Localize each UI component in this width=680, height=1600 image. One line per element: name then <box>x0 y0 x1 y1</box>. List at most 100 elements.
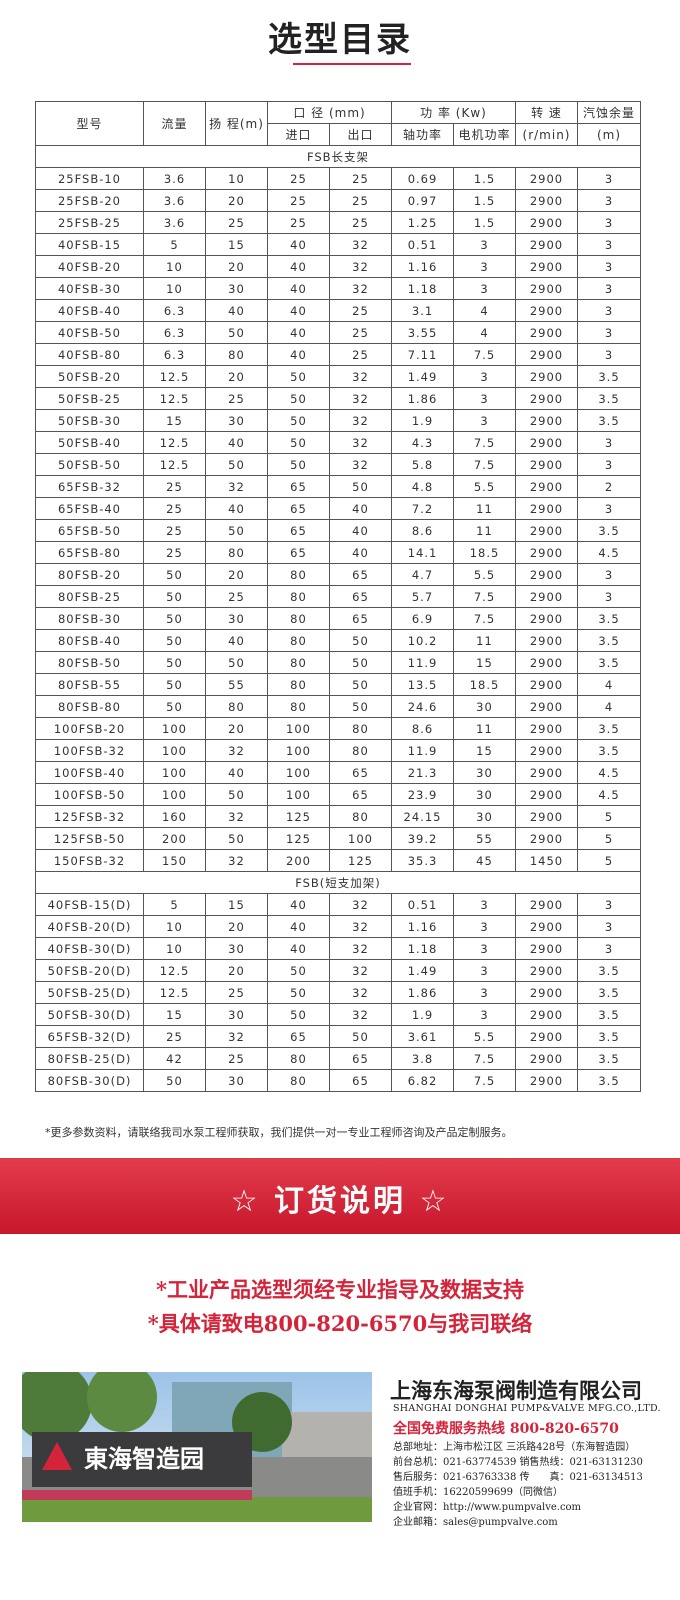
table-cell: 3 <box>453 1003 516 1026</box>
table-cell: 3 <box>453 959 516 982</box>
table-cell: 32 <box>329 277 392 300</box>
table-cell: 65 <box>267 1025 330 1048</box>
table-cell: 2900 <box>515 431 578 454</box>
table-row: 100FSB-20 100 20 100 80 8.6 11 2900 3.5 <box>35 717 641 740</box>
table-cell: 40 <box>267 321 330 344</box>
table-cell: 32 <box>205 475 268 498</box>
table-cell: 50 <box>205 651 268 674</box>
table-cell: 3 <box>453 233 516 256</box>
table-cell: 65FSB-50 <box>35 519 144 542</box>
table-cell: 5.5 <box>453 475 516 498</box>
table-cell: 15 <box>453 651 516 674</box>
table-cell: 100FSB-32 <box>35 739 144 762</box>
table-cell: 35.3 <box>391 849 454 872</box>
table-cell: 1.49 <box>391 365 454 388</box>
table-cell: 32 <box>329 959 392 982</box>
section-label: FSB(短支加架) <box>35 871 641 894</box>
header-cell: 出口 <box>329 123 392 146</box>
table-cell: 32 <box>329 255 392 278</box>
table-row: 80FSB-25 50 25 80 65 5.7 7.5 2900 3 <box>35 585 641 608</box>
section-label: FSB长支架 <box>35 145 641 168</box>
table-cell: 12.5 <box>143 981 206 1004</box>
table-row: 125FSB-32 160 32 125 80 24.15 30 2900 5 <box>35 805 641 828</box>
table-cell: 25 <box>143 497 206 520</box>
table-cell: 7.5 <box>453 607 516 630</box>
table-cell: 7.5 <box>453 453 516 476</box>
table-cell: 50 <box>267 981 330 1004</box>
table-cell: 2900 <box>515 475 578 498</box>
table-cell: 3 <box>453 277 516 300</box>
table-cell: 2900 <box>515 453 578 476</box>
table-cell: 25 <box>329 167 392 190</box>
table-cell: 50 <box>143 629 206 652</box>
company-contact: 值班手机：16220599699（同微信） <box>393 1487 563 1498</box>
table-row: 40FSB-15 5 15 40 32 0.51 3 2900 3 <box>35 233 641 256</box>
table-row: 50FSB-40 12.5 40 50 32 4.3 7.5 2900 3 <box>35 431 641 454</box>
table-cell: 40FSB-20 <box>35 255 144 278</box>
table-cell: 80FSB-55 <box>35 673 144 696</box>
table-cell: 50 <box>329 1025 392 1048</box>
table-cell: 5 <box>143 233 206 256</box>
table-row: 50FSB-25 12.5 25 50 32 1.86 3 2900 3.5 <box>35 387 641 410</box>
table-cell: 50 <box>329 695 392 718</box>
table-cell: 150FSB-32 <box>35 849 144 872</box>
table-cell: 2900 <box>515 255 578 278</box>
table-cell: 40 <box>329 497 392 520</box>
table-cell: 2900 <box>515 607 578 630</box>
table-row: 80FSB-30(D) 50 30 80 65 6.82 7.5 2900 3.5 <box>35 1069 641 1092</box>
table-cell: 25 <box>329 343 392 366</box>
table-cell: 2900 <box>515 387 578 410</box>
table-cell: 65 <box>329 585 392 608</box>
table-cell: 80 <box>205 695 268 718</box>
table-cell: 65 <box>267 497 330 520</box>
table-cell: 2900 <box>515 299 578 322</box>
table-cell: 2900 <box>515 541 578 564</box>
table-cell: 50 <box>205 827 268 850</box>
table-cell: 100 <box>143 783 206 806</box>
table-cell: 100 <box>143 739 206 762</box>
table-cell: 10 <box>205 167 268 190</box>
table-cell: 15 <box>205 233 268 256</box>
table-cell: 3.5 <box>577 1025 641 1048</box>
selection-table: 型号 流量 扬 程(m) 口 径 (mm) 功 率 (Kw) 转 速 汽蚀余量 … <box>35 101 641 1092</box>
table-cell: 100FSB-20 <box>35 717 144 740</box>
table-cell: 50 <box>267 409 330 432</box>
table-cell: 50 <box>267 387 330 410</box>
table-cell: 40 <box>267 937 330 960</box>
table-cell: 50 <box>205 321 268 344</box>
table-cell: 1.86 <box>391 981 454 1004</box>
table-cell: 1.18 <box>391 277 454 300</box>
header-cell: 口 径 (mm) <box>267 101 392 124</box>
table-cell: 80FSB-25(D) <box>35 1047 144 1070</box>
page-title: 选型目录 <box>268 20 412 60</box>
table-row: 80FSB-80 50 80 80 50 24.6 30 2900 4 <box>35 695 641 718</box>
table-row: 100FSB-32 100 32 100 80 11.9 15 2900 3.5 <box>35 739 641 762</box>
table-cell: 25FSB-20 <box>35 189 144 212</box>
table-cell: 5.5 <box>453 1025 516 1048</box>
table-cell: 3 <box>453 893 516 916</box>
table-cell: 4 <box>453 299 516 322</box>
table-cell: 2900 <box>515 321 578 344</box>
table-cell: 50 <box>143 585 206 608</box>
table-cell: 3.1 <box>391 299 454 322</box>
table-cell: 1.5 <box>453 211 516 234</box>
table-cell: 4.5 <box>577 761 641 784</box>
table-cell: 2900 <box>515 981 578 1004</box>
table-cell: 4 <box>577 695 641 718</box>
table-cell: 3 <box>577 277 641 300</box>
table-cell: 80 <box>267 563 330 586</box>
table-cell: 40 <box>267 893 330 916</box>
table-row: 65FSB-32 25 32 65 50 4.8 5.5 2900 2 <box>35 475 641 498</box>
table-cell: 3.5 <box>577 717 641 740</box>
table-cell: 20 <box>205 717 268 740</box>
table-cell: 6.82 <box>391 1069 454 1092</box>
table-cell: 4.3 <box>391 431 454 454</box>
table-cell: 8.6 <box>391 717 454 740</box>
table-cell: 40 <box>205 431 268 454</box>
table-cell: 55 <box>205 673 268 696</box>
table-cell: 5 <box>577 805 641 828</box>
table-cell: 5 <box>577 827 641 850</box>
table-cell: 20 <box>205 915 268 938</box>
table-cell: 80FSB-30 <box>35 607 144 630</box>
table-cell: 50 <box>205 453 268 476</box>
